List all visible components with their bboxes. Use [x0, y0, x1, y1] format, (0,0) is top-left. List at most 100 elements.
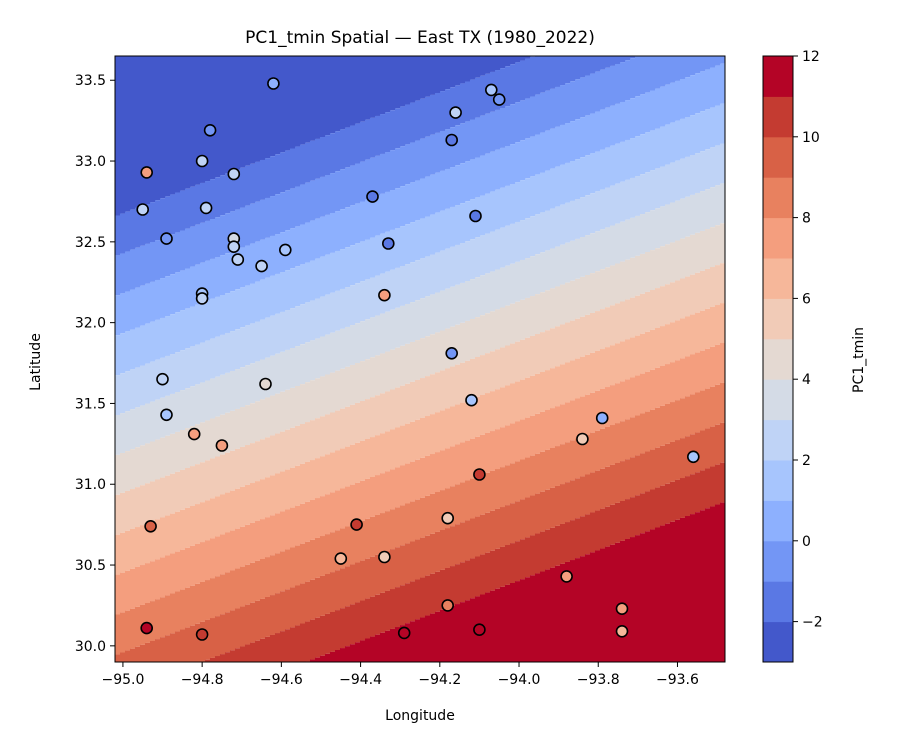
contour-band-13 — [420, 577, 426, 618]
contour-band-12 — [115, 654, 121, 662]
contour-band-7 — [205, 420, 211, 461]
contour-band-10 — [520, 419, 526, 460]
contour-band-2 — [255, 201, 261, 242]
contour-band-6 — [480, 275, 486, 316]
contour-band-8 — [485, 353, 491, 394]
contour-band-2 — [315, 178, 321, 219]
contour-band-14 — [385, 630, 391, 662]
contour-band-8 — [475, 356, 481, 397]
contour-band-7 — [685, 236, 691, 277]
contour-band-12 — [410, 541, 416, 582]
contour-band-2 — [520, 100, 526, 141]
contour-band-9 — [445, 408, 451, 449]
contour-band-10 — [420, 457, 426, 498]
contour-band-13 — [415, 579, 421, 620]
contour-band-3 — [470, 159, 476, 200]
contour-band-2 — [295, 186, 301, 227]
contour-band-1 — [275, 154, 281, 195]
contour-band-11 — [705, 388, 711, 429]
contour-band-11 — [665, 403, 671, 444]
contour-band-10 — [195, 543, 201, 584]
contour-band-6 — [440, 290, 446, 331]
contour-band-9 — [535, 373, 541, 414]
contour-band-5 — [670, 162, 676, 203]
contour-band-5 — [410, 262, 416, 303]
contour-band-4 — [450, 206, 456, 247]
contour-band-2 — [145, 243, 151, 284]
contour-band-6 — [460, 282, 466, 323]
contour-band-13 — [495, 548, 501, 589]
contour-band-4 — [135, 327, 141, 368]
contour-band-13 — [360, 600, 366, 641]
contour-band-8 — [495, 349, 501, 390]
contour-band-10 — [410, 461, 416, 502]
contour-band-9 — [475, 396, 481, 437]
contour-band-2 — [230, 211, 236, 252]
contour-band-1 — [415, 100, 421, 141]
contour-band-7 — [330, 372, 336, 413]
contour-band-11 — [300, 543, 306, 584]
contour-band-12 — [450, 526, 456, 567]
contour-band-3 — [465, 161, 471, 202]
contour-band-10 — [135, 566, 141, 607]
contour-band-12 — [360, 560, 366, 601]
contour-band-7 — [390, 349, 396, 390]
contour-band-10 — [435, 452, 441, 492]
contour-band-2 — [415, 140, 421, 181]
contour-band-11 — [720, 382, 725, 423]
contour-band-3 — [220, 255, 226, 295]
contour-band-0 — [455, 56, 461, 86]
contour-band-1 — [270, 156, 276, 197]
contour-band-7 — [450, 326, 456, 367]
contour-band-8 — [580, 316, 586, 357]
contour-band-2 — [410, 142, 416, 183]
contour-band-5 — [600, 189, 606, 230]
contour-band-13 — [630, 497, 636, 538]
contour-band-5 — [400, 266, 406, 306]
contour-band-9 — [640, 333, 646, 374]
contour-band-11 — [450, 486, 456, 527]
contour-band-8 — [460, 362, 466, 403]
contour-band-6 — [560, 244, 566, 285]
contour-band-4 — [395, 228, 401, 268]
contour-band-7 — [505, 305, 511, 346]
contour-band-6 — [350, 325, 356, 365]
contour-band-13 — [295, 625, 301, 662]
station-point — [350, 518, 363, 531]
contour-band-14 — [665, 523, 671, 662]
contour-band-2 — [530, 96, 536, 137]
contour-band-11 — [630, 417, 636, 458]
contour-band-9 — [280, 471, 286, 512]
contour-band-7 — [570, 280, 576, 321]
contour-band-0 — [270, 56, 276, 157]
contour-band-11 — [120, 612, 126, 653]
contour-band-13 — [525, 537, 531, 578]
contour-band-12 — [295, 585, 301, 626]
contour-band-5 — [480, 235, 486, 276]
x-tick-label: −94.0 — [498, 672, 541, 688]
contour-band-2 — [175, 232, 181, 273]
contour-band-14 — [720, 502, 725, 662]
contour-band-0 — [420, 56, 426, 99]
contour-band-4 — [180, 310, 186, 351]
contour-band-4 — [500, 187, 506, 228]
contour-band-11 — [215, 576, 221, 617]
contour-band-12 — [645, 451, 651, 492]
contour-band-5 — [325, 294, 331, 335]
contour-band-6 — [305, 342, 311, 383]
contour-band-5 — [205, 340, 211, 381]
contour-band-11 — [210, 578, 216, 619]
contour-band-9 — [215, 496, 221, 537]
contour-band-7 — [220, 414, 226, 455]
contour-band-5 — [460, 243, 466, 283]
contour-band-4 — [630, 138, 636, 178]
colorbar-label: PC1_tmin — [851, 327, 867, 393]
contour-band-2 — [535, 94, 541, 135]
contour-band-1 — [505, 66, 511, 107]
contour-band-3 — [120, 293, 126, 334]
contour-band-8 — [690, 274, 696, 315]
contour-band-13 — [345, 606, 351, 647]
contour-band-12 — [535, 493, 541, 534]
contour-band-10 — [455, 444, 461, 485]
contour-band-2 — [310, 180, 316, 221]
